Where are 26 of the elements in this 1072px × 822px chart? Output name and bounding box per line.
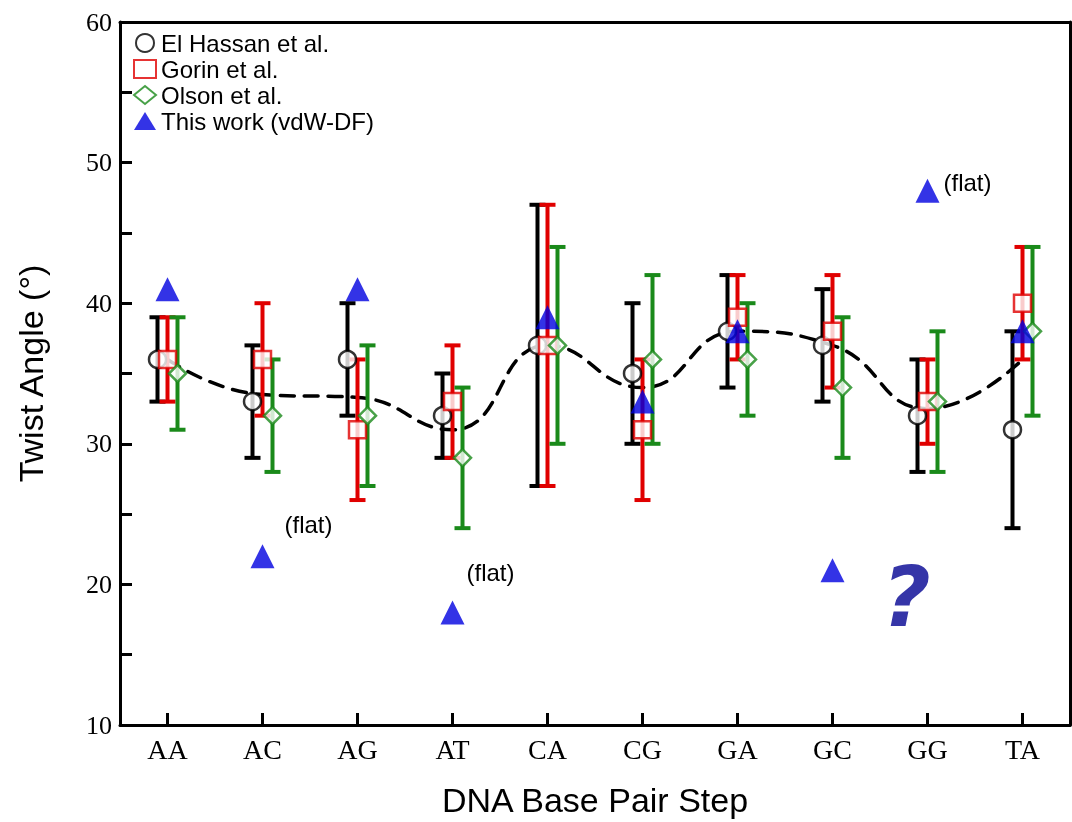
x-tick-label: GG bbox=[907, 733, 948, 765]
y-tick-label: 50 bbox=[86, 148, 112, 178]
legend-label: This work (vdW-DF) bbox=[161, 107, 374, 135]
x-tick-label: CA bbox=[528, 733, 568, 765]
legend-label: El Hassan et al. bbox=[161, 29, 330, 57]
x-tick-label: AC bbox=[243, 733, 282, 765]
y-tick-label: 60 bbox=[86, 7, 112, 37]
annotation: ? bbox=[882, 548, 931, 646]
x-tick-label: AT bbox=[435, 733, 470, 765]
annotation: (flat) bbox=[466, 559, 515, 587]
x-axis-title: DNA Base Pair Step bbox=[441, 781, 749, 819]
y-tick-label: 40 bbox=[86, 288, 112, 318]
x-tick-label: AG bbox=[337, 733, 378, 765]
y-tick-label: 30 bbox=[86, 429, 112, 459]
x-tick-label: GC bbox=[813, 733, 852, 765]
legend-label: Olson et al. bbox=[161, 81, 283, 109]
legend-label: Gorin et al. bbox=[161, 55, 279, 83]
y-tick-label: 10 bbox=[86, 710, 112, 740]
annotation: (flat) bbox=[943, 169, 992, 197]
x-tick-label: GA bbox=[717, 733, 759, 765]
x-tick-label: AA bbox=[147, 733, 189, 765]
y-axis-title: Twist Angle (°) bbox=[12, 264, 50, 483]
x-tick-label: TA bbox=[1004, 733, 1041, 765]
annotation: (flat) bbox=[284, 510, 333, 538]
x-tick-label: CG bbox=[623, 733, 662, 765]
y-tick-label: 20 bbox=[86, 569, 112, 599]
